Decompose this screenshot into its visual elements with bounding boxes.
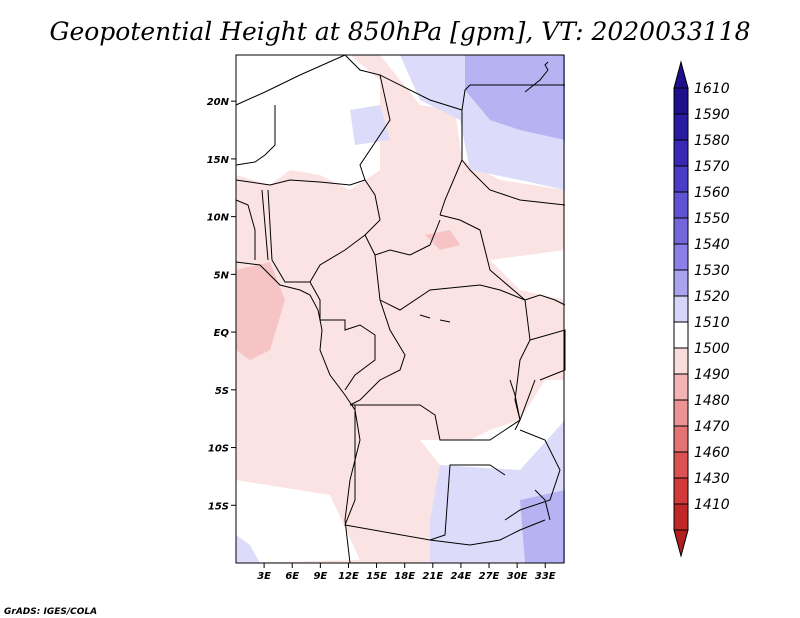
border-libya-egypt <box>461 84 565 111</box>
lon-tick-label: 12E <box>338 571 359 582</box>
colorbar-swatch <box>673 295 689 323</box>
border-sudan <box>439 214 526 301</box>
colorbar-label: 1510 <box>694 315 730 331</box>
colorbar-label: 1520 <box>694 289 730 305</box>
darker-pink-coast-field <box>236 262 285 360</box>
lon-tick-label: 30E <box>507 571 528 582</box>
border-mali <box>235 105 276 166</box>
border-chad <box>379 74 463 216</box>
colorbar-label: 1460 <box>694 445 730 461</box>
grads-credit: GrADS: IGES/COLA <box>4 607 97 617</box>
colorbar-label: 1580 <box>694 133 730 149</box>
border-ghana <box>235 199 256 260</box>
colorbar-label: 1550 <box>694 211 730 227</box>
colorbar-label: 1480 <box>694 393 730 409</box>
deep-blue-southeast-field <box>520 490 565 563</box>
white-east-patch <box>490 250 565 300</box>
lat-tick-label: 5N <box>214 270 230 281</box>
colorbar-swatch <box>673 399 689 427</box>
colorbar-bottom-arrow <box>673 529 689 558</box>
border-togo <box>261 189 269 261</box>
border-zambia <box>504 429 561 521</box>
colorbar-label: 1560 <box>694 185 730 201</box>
colorbar-label: 1610 <box>694 81 730 97</box>
lon-tick-label: 27E <box>479 571 500 582</box>
lat-tick-label: 15N <box>207 155 230 166</box>
border-uganda-lakes <box>514 299 531 421</box>
border-drc-south <box>350 379 536 441</box>
border-car-north <box>364 219 441 256</box>
border-kenya <box>529 329 566 381</box>
border-south-sudan <box>524 294 566 306</box>
lon-tick-label: 18E <box>394 571 415 582</box>
height-shading <box>236 55 565 563</box>
colorbar-label: 1410 <box>694 497 730 513</box>
border-niger <box>344 54 391 181</box>
coastline-sinai <box>544 61 549 71</box>
coastline-red-sea-north <box>524 69 549 93</box>
colorbar-label: 1490 <box>694 367 730 383</box>
coastline-angola <box>344 409 361 564</box>
colorbar-label: 1430 <box>694 471 730 487</box>
border-sudan-north <box>461 159 566 206</box>
country-boundaries <box>235 54 566 564</box>
lake-malawi <box>534 489 551 521</box>
lon-tick-label: 21E <box>422 571 443 582</box>
colorbar-swatch <box>673 269 689 297</box>
colorbar-swatch <box>673 87 689 115</box>
colorbar-swatch <box>673 503 689 531</box>
border-algeria <box>235 54 346 106</box>
colorbar-swatch <box>673 373 689 401</box>
river-congo <box>419 314 451 323</box>
colorbar-swatch <box>673 165 689 193</box>
colorbar-swatch <box>673 347 689 375</box>
longitude-axis: 3E 6E 9E 12E 15E 18E 21E 24E 27E 30E 33E <box>257 563 556 582</box>
colorbar-swatch <box>673 425 689 453</box>
latitude-axis: 20N 15N 10N 5N EQ 5S 10S 15S <box>207 97 236 512</box>
border-congo <box>349 299 406 406</box>
colorbar-swatch <box>673 113 689 141</box>
map-frame <box>235 54 565 564</box>
lat-tick-label: EQ <box>214 328 230 339</box>
white-east-field <box>420 380 565 470</box>
colorbar-label: 1470 <box>694 419 730 435</box>
map-panel: 20N 15N 10N 5N EQ 5S 10S 15S 3E 6E 9E 12E 15E 18E 21E… <box>207 54 566 582</box>
colorbar-swatch <box>673 477 689 505</box>
coastline-gulf-of-guinea <box>235 261 356 411</box>
border-nigeria-north <box>235 179 381 236</box>
colorbar-swatch <box>673 191 689 219</box>
lon-tick-label: 3E <box>257 571 271 582</box>
lon-tick-label: 24E <box>451 571 472 582</box>
deep-blue-northeast-field <box>465 55 565 140</box>
lake-tanganyika <box>509 379 521 431</box>
lon-tick-label: 33E <box>535 571 556 582</box>
white-southwest-field <box>236 480 360 563</box>
lon-tick-label: 9E <box>313 571 327 582</box>
lat-tick-label: 15S <box>208 501 229 512</box>
colorbar-swatch <box>673 321 689 349</box>
colorbar: 1610 1590 1580 1570 1560 1550 1540 1530 1520 1510… <box>673 60 730 558</box>
colorbar-label: 1540 <box>694 237 730 253</box>
colorbar-label: 1590 <box>694 107 730 123</box>
lon-tick-label: 6E <box>285 571 299 582</box>
colorbar-label: 1530 <box>694 263 730 279</box>
lat-tick-label: 5S <box>215 386 229 397</box>
map-title: Geopotential Height at 850hPa [gpm], VT:… <box>49 17 750 46</box>
border-namibia <box>429 519 546 546</box>
colorbar-label: 1500 <box>694 341 730 357</box>
border-cameroon-gabon <box>309 281 376 391</box>
colorbar-label: 1570 <box>694 159 730 175</box>
colorbar-swatch <box>673 139 689 167</box>
colorbar-swatch <box>673 243 689 271</box>
blue-southwest-corner <box>236 535 260 563</box>
colorbar-swatch <box>673 451 689 479</box>
lat-tick-label: 20N <box>207 97 230 108</box>
lon-tick-label: 15E <box>366 571 387 582</box>
colorbar-top-arrow <box>673 60 689 89</box>
lat-tick-label: 10S <box>208 444 229 455</box>
lat-tick-label: 10N <box>207 213 230 224</box>
colorbar-swatch <box>673 217 689 245</box>
